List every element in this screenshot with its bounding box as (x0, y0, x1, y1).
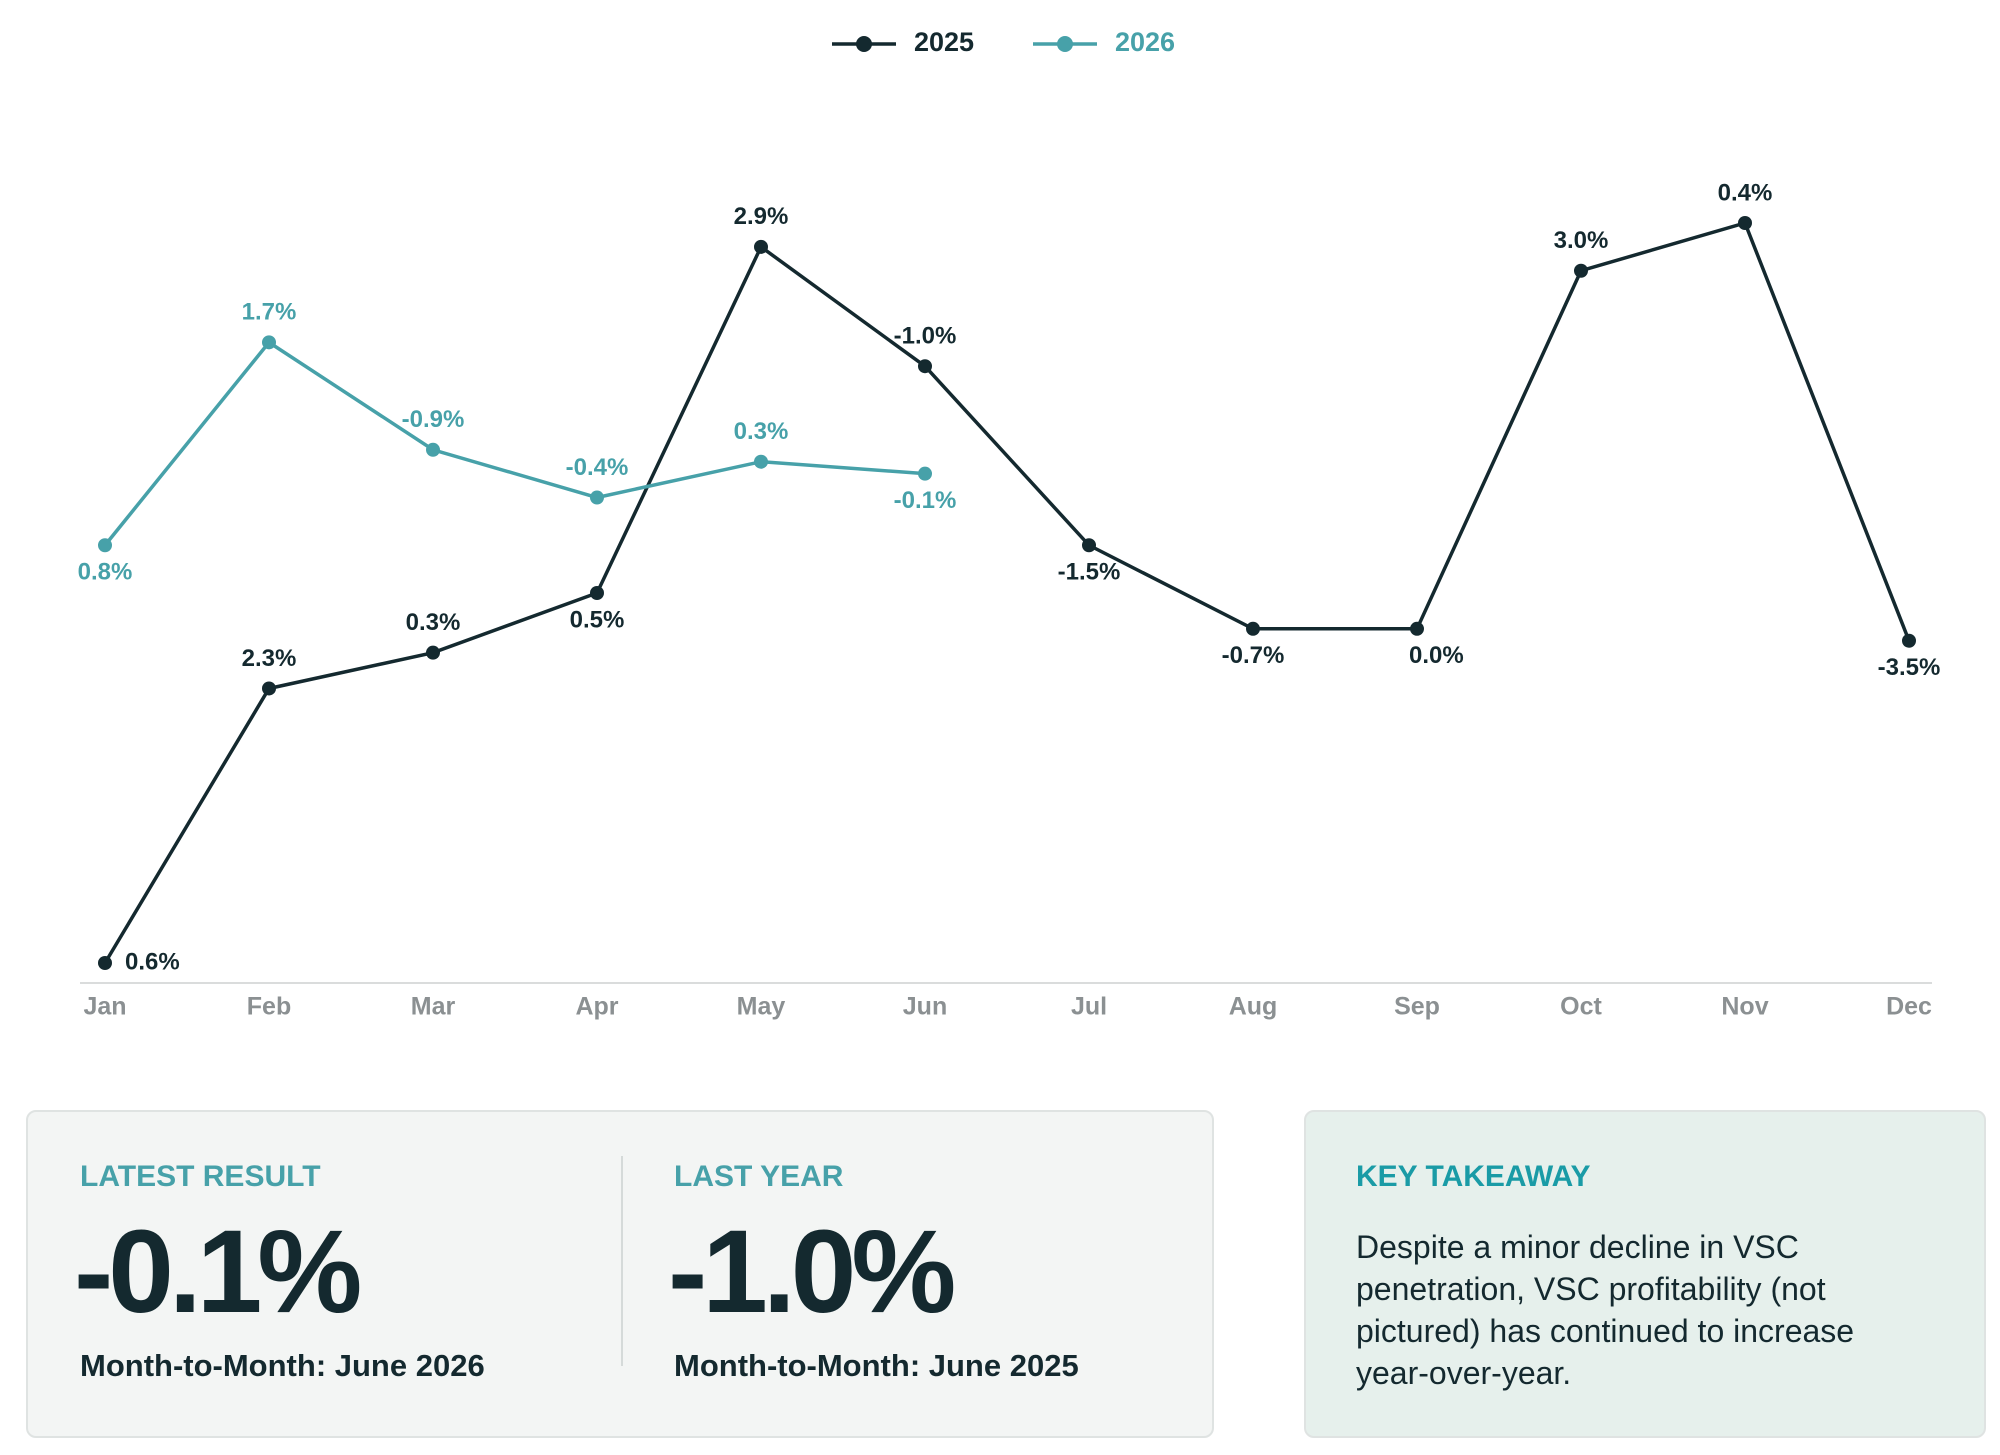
point (426, 442, 440, 457)
point (754, 239, 768, 254)
point (1410, 621, 1424, 636)
card-label: LAST YEAR (674, 1160, 844, 1193)
x-tick-label: Dec (1886, 993, 1932, 1021)
data-label: -1.5% (1058, 559, 1121, 586)
point (1082, 538, 1096, 553)
point (1738, 216, 1752, 230)
card-value: -0.1% (74, 1206, 362, 1338)
point (918, 466, 932, 481)
data-label: 0.5% (570, 606, 625, 633)
x-tick-label: Aug (1229, 993, 1278, 1021)
x-tick-label: Nov (1721, 993, 1768, 1021)
data-label: 2.9% (734, 203, 789, 230)
stats-card: LATEST RESULT -0.1% Month-to-Month: June… (26, 1110, 1214, 1438)
data-label: 0.3% (734, 418, 789, 445)
chart: Jan Feb Mar Apr May Jun Jul Aug Sep Oct Nov Dec 0.6%… (78, 27, 1941, 1021)
series-line (103, 340, 926, 547)
point (1902, 633, 1916, 648)
x-tick-label: Oct (1560, 993, 1602, 1021)
x-tick-label: Jan (83, 993, 126, 1021)
data-label: 0.6% (125, 948, 180, 975)
data-label: -0.4% (566, 454, 629, 481)
point (98, 956, 112, 970)
data-label: 1.7% (242, 299, 297, 326)
point (1246, 621, 1260, 636)
card-label: LATEST RESULT (80, 1160, 321, 1193)
point (590, 490, 604, 505)
point (1574, 263, 1588, 278)
series-line (103, 220, 1911, 964)
x-tick-label: Feb (247, 993, 291, 1021)
data-label: -0.1% (894, 487, 957, 514)
x-tick-label: Apr (575, 993, 618, 1021)
card-caption: Month-to-Month: June 2026 (80, 1348, 485, 1383)
point (918, 359, 932, 374)
data-label: -1.0% (894, 323, 957, 350)
data-label: 0.4% (1718, 179, 1773, 206)
takeaway-title: KEY TAKEAWAY (1356, 1160, 1591, 1193)
data-label: 0.3% (406, 609, 461, 636)
card-caption: Month-to-Month: June 2025 (674, 1348, 1079, 1383)
point (590, 586, 604, 600)
data-label: 3.0% (1554, 227, 1609, 254)
x-tick-label: Jul (1071, 993, 1107, 1021)
legend-marker (1057, 36, 1073, 52)
legend-label: 2025 (914, 27, 974, 57)
data-label: -0.7% (1222, 642, 1285, 669)
data-label: 0.0% (1409, 642, 1464, 669)
divider (621, 1156, 623, 1366)
x-tick-label: Sep (1394, 993, 1440, 1021)
point (426, 645, 440, 660)
point (754, 454, 768, 469)
legend-label: 2026 (1115, 27, 1175, 57)
point (262, 681, 276, 696)
x-tick-label: Mar (411, 993, 456, 1021)
point (98, 538, 112, 553)
card-value: -1.0% (668, 1206, 956, 1338)
takeaway-text: Despite a minor decline in VSC penetrati… (1356, 1229, 1855, 1391)
takeaway-card: KEY TAKEAWAY Despite a minor decline in … (1304, 1110, 1986, 1438)
data-label: -3.5% (1878, 654, 1941, 681)
data-label: 0.8% (78, 559, 133, 586)
point (262, 335, 276, 350)
data-label: 2.3% (242, 645, 297, 672)
x-tick-label: May (737, 993, 786, 1021)
data-label: -0.9% (402, 406, 465, 433)
legend-marker (856, 36, 872, 52)
x-tick-label: Jun (903, 993, 947, 1021)
